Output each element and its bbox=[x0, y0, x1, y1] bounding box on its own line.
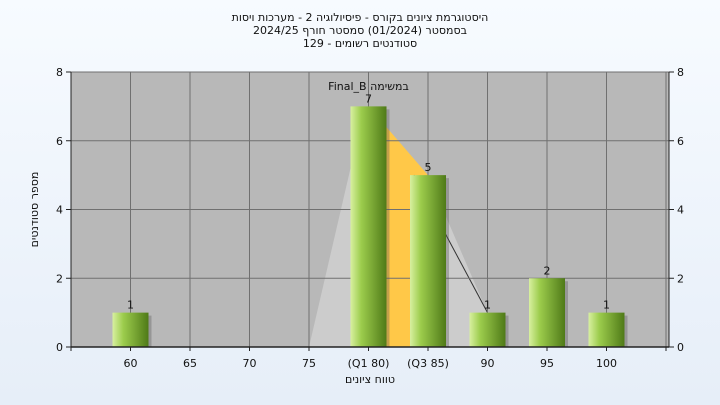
data-label: 7 bbox=[365, 92, 372, 105]
axes: 0 0 2 2 4 4 6 6 8 8 bbox=[56, 66, 684, 354]
bar bbox=[350, 106, 387, 347]
chart-title-line-3: סטודנטים רשומים - 129 bbox=[302, 37, 418, 50]
y-tick-label-left: 8 bbox=[56, 66, 63, 79]
x-tick-label: 70 bbox=[243, 357, 257, 370]
y-tick-label-right: 2 bbox=[677, 272, 684, 285]
x-tick-label: 95 bbox=[540, 357, 554, 370]
y-tick-label-left: 6 bbox=[56, 135, 63, 148]
data-label: 1 bbox=[603, 299, 610, 312]
x-tick-label: (Q3 85) bbox=[407, 357, 449, 370]
y-tick-label-right: 4 bbox=[677, 204, 684, 217]
data-label: 5 bbox=[425, 161, 432, 174]
x-tick-label: 60 bbox=[124, 357, 138, 370]
y-tick-label-left: 4 bbox=[56, 204, 63, 217]
y-tick-label-left: 0 bbox=[56, 341, 63, 354]
bar bbox=[529, 278, 565, 347]
x-tick-label: 90 bbox=[481, 357, 495, 370]
x-tick-label: (Q1 80) bbox=[348, 357, 390, 370]
chart-title-line-1: היסטוגרמת ציונים בקורס - פיסיולוגיה 2 - … bbox=[231, 11, 489, 24]
y-tick-label-right: 0 bbox=[677, 341, 684, 354]
y-axis-label: מספר סטודנטים bbox=[28, 172, 41, 248]
bar bbox=[112, 312, 149, 347]
x-tick-label: 75 bbox=[302, 357, 316, 370]
y-tick-label-left: 2 bbox=[56, 272, 63, 285]
y-tick-label-right: 8 bbox=[677, 66, 684, 79]
bar bbox=[588, 312, 625, 347]
x-axis-label: טווח ציונים bbox=[345, 373, 395, 386]
y-tick-label-right: 6 bbox=[677, 135, 684, 148]
bar bbox=[469, 312, 506, 347]
data-label: 1 bbox=[484, 299, 491, 312]
data-label: 1 bbox=[127, 299, 134, 312]
bar bbox=[410, 175, 446, 347]
x-tick-label: 65 bbox=[183, 357, 197, 370]
bars: 1 60 65 70 75 7 (Q1 80) 5 (Q3 85) 1 90 2 95 1 100 bbox=[112, 92, 628, 370]
chart-annotation: Final_B במשימה bbox=[328, 80, 409, 93]
x-tick-label: 100 bbox=[596, 357, 617, 370]
data-label: 2 bbox=[544, 264, 551, 277]
chart-title-line-2: בסמסטר (01/2024) סמסטר חורף 2024/25 bbox=[253, 24, 467, 37]
